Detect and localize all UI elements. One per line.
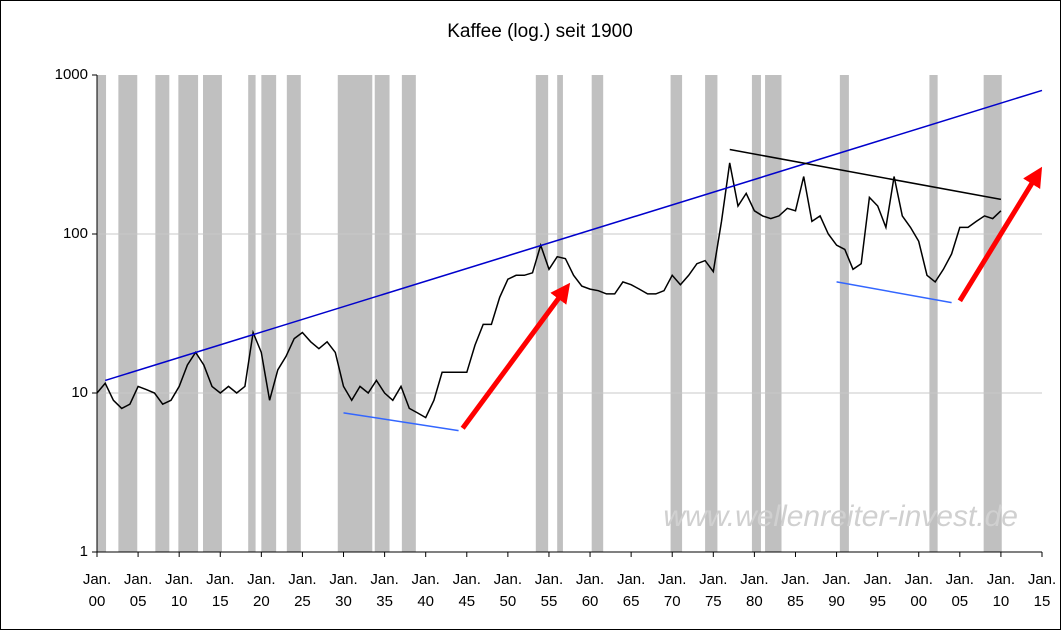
shaded-range [261, 75, 277, 552]
x-tick-label: Jan. 60 [575, 571, 605, 610]
shaded-range [155, 75, 170, 552]
shaded-range [337, 75, 373, 552]
trend-line [729, 148, 1002, 201]
shaded-range [591, 75, 604, 552]
shaded-range [286, 75, 301, 552]
x-tick-label: Jan. 65 [616, 571, 646, 610]
shaded-range [203, 75, 222, 552]
x-tick-label: Jan. 50 [493, 571, 523, 610]
shaded-range [929, 75, 938, 552]
x-tick-label: Jan. 75 [699, 571, 728, 610]
x-tick-label: Jan. 90 [822, 571, 851, 610]
x-tick-label: Jan. 20 [247, 571, 276, 610]
x-tick-label: Jan. 15 [206, 571, 235, 610]
y-tick-label: 10 [71, 384, 88, 401]
x-tick-label: Jan. 30 [329, 571, 358, 610]
x-tick-label: Jan. 05 [123, 571, 153, 610]
x-tick-label: Jan. 80 [740, 571, 769, 610]
x-tick-label: Jan. 40 [411, 571, 440, 610]
trend-line [836, 281, 952, 304]
trend-arrow [957, 166, 1043, 303]
shaded-range [178, 75, 199, 552]
x-tick-label: Jan. 55 [534, 571, 564, 610]
shaded-range [97, 75, 107, 552]
x-tick-label: Jan. 15 [1027, 571, 1057, 610]
x-tick-label: Jan. 85 [781, 571, 810, 610]
x-tick-label: Jan. 00 [904, 571, 933, 610]
shaded-range [374, 75, 390, 552]
shaded-range [535, 75, 549, 552]
watermark: www.wellenreiter-invest.de [663, 500, 1018, 533]
x-tick-label: Jan. 05 [945, 571, 974, 610]
shaded-range [118, 75, 138, 552]
y-tick-label: 1 [80, 543, 88, 560]
shaded-range [751, 75, 761, 552]
shaded-range [401, 75, 416, 552]
x-tick-label: Jan. 10 [164, 571, 194, 610]
shaded-range [248, 75, 256, 552]
shaded-range [705, 75, 718, 552]
x-tick-label: Jan. 10 [986, 571, 1016, 610]
y-tick-label: 100 [63, 225, 88, 242]
x-tick-label: Jan. 45 [452, 571, 481, 610]
y-tick-label: 1000 [55, 66, 88, 83]
trend-line [104, 89, 1043, 382]
x-tick-label: Jan. 70 [658, 571, 687, 610]
x-tick-label: Jan. 25 [288, 571, 317, 610]
x-tick-label: Jan. 95 [863, 571, 892, 610]
x-tick-label: Jan. 35 [370, 571, 399, 610]
price-line [96, 162, 1002, 419]
trend-line [343, 412, 459, 432]
shaded-range [765, 75, 782, 552]
x-tick-label: Jan. 00 [82, 571, 112, 610]
shaded-range [670, 75, 683, 552]
shaded-range [557, 75, 563, 552]
shaded-range [983, 75, 1002, 552]
shaded-range [839, 75, 849, 552]
chart-title: Kaffee (log.) seit 1900 [447, 21, 633, 42]
trend-arrow [460, 282, 571, 430]
